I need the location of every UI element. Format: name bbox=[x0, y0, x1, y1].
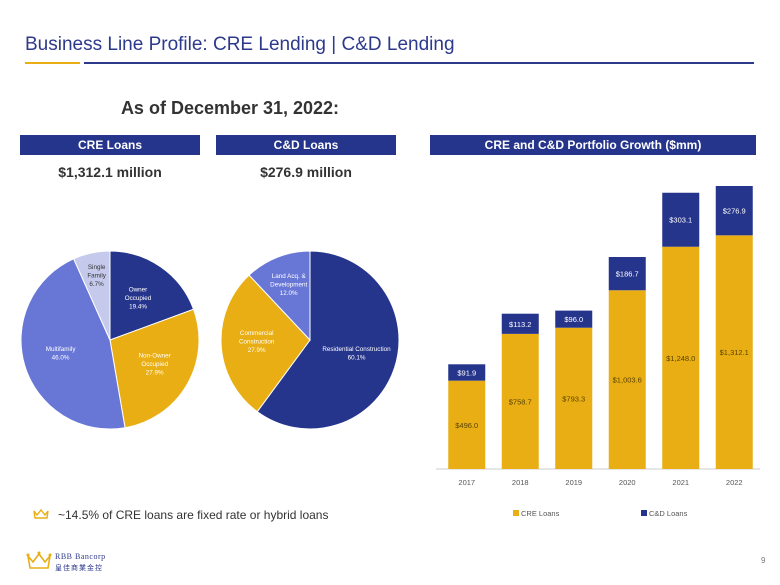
cd-loans-header: C&D Loans bbox=[216, 135, 396, 155]
cre-total-amount: $1,312.1 million bbox=[58, 164, 162, 180]
bar-label-cd-2020: $186.7 bbox=[616, 270, 639, 279]
bar-label-cd-2018: $113.2 bbox=[509, 320, 531, 329]
bar-label-cd-2017: $91.9 bbox=[457, 368, 476, 377]
x-tick-label-2017: 2017 bbox=[458, 478, 475, 487]
title-underline-rule bbox=[84, 62, 754, 64]
bar-label-cd-2022: $276.9 bbox=[723, 207, 746, 216]
bar-cd-2018 bbox=[501, 313, 539, 334]
cre-pie-slice-3 bbox=[72, 250, 111, 341]
bar-label-cre-2021: $1,248.0 bbox=[666, 354, 695, 363]
bar-cre-2017 bbox=[448, 380, 486, 469]
bar-label-cd-2021: $303.1 bbox=[669, 216, 692, 225]
logo-chinese-name: 皇佳商業金控 bbox=[55, 564, 103, 572]
bar-cd-2022 bbox=[715, 186, 753, 236]
title-accent-rule bbox=[25, 62, 80, 64]
cre-pie-slice-0 bbox=[109, 250, 195, 341]
bar-cd-2019 bbox=[555, 310, 593, 328]
bar-cd-2017 bbox=[448, 364, 486, 381]
bar-cd-2021 bbox=[662, 192, 700, 247]
crown-bullet-icon bbox=[33, 508, 49, 519]
cd-pie-slice-1 bbox=[220, 274, 311, 413]
cd-pie-slice-label-1: Commercial Construction 27.9% bbox=[239, 330, 275, 354]
page-number: 9 bbox=[761, 556, 766, 565]
bar-cre-2020 bbox=[608, 290, 646, 469]
growth-chart-header: CRE and C&D Portfolio Growth ($mm) bbox=[430, 135, 756, 155]
bar-label-cre-2018: $758.7 bbox=[509, 397, 532, 406]
x-tick-label-2020: 2020 bbox=[619, 478, 636, 487]
page-title: Business Line Profile: CRE Lending | C&D… bbox=[25, 34, 455, 55]
cre-pie-slice-label-0: Owner Occupied 19.4% bbox=[125, 286, 152, 310]
cre-pie-slice-label-1: Non-Owner Occupied 27.9% bbox=[139, 352, 171, 376]
cd-pie-slice-2 bbox=[248, 250, 311, 342]
legend-swatch-0 bbox=[513, 510, 519, 516]
fixed-rate-note: ~14.5% of CRE loans are fixed rate or hy… bbox=[58, 508, 329, 522]
cre-loans-header: CRE Loans bbox=[20, 135, 200, 155]
bar-label-cre-2022: $1,312.1 bbox=[720, 348, 749, 357]
bar-label-cre-2019: $793.3 bbox=[562, 394, 585, 403]
bar-cre-2019 bbox=[555, 327, 593, 469]
cd-pie-slice-0 bbox=[256, 250, 400, 430]
cd-pie-slice-label-0: Residential Construction 60.1% bbox=[322, 346, 391, 362]
cre-pie-slice-1 bbox=[109, 308, 200, 429]
x-tick-label-2022: 2022 bbox=[726, 478, 743, 487]
cre-pie-slice-label-3: Single Family 6.7% bbox=[87, 264, 106, 288]
cre-pie-slice-label-2: Multifamily 46.0% bbox=[46, 346, 77, 362]
bar-cre-2018 bbox=[501, 333, 539, 469]
bar-label-cre-2017: $496.0 bbox=[455, 421, 478, 430]
cre-pie-slice-2 bbox=[20, 258, 126, 430]
x-tick-label-2019: 2019 bbox=[565, 478, 582, 487]
x-tick-label-2021: 2021 bbox=[672, 478, 689, 487]
as-of-heading: As of December 31, 2022: bbox=[120, 98, 340, 118]
bar-label-cre-2020: $1,003.6 bbox=[613, 376, 642, 385]
bar-cre-2021 bbox=[662, 246, 700, 469]
x-tick-label-2018: 2018 bbox=[512, 478, 529, 487]
bar-label-cd-2019: $96.0 bbox=[564, 315, 583, 324]
legend-label-0: CRE Loans bbox=[521, 509, 560, 518]
legend-label-1: C&D Loans bbox=[649, 509, 688, 518]
logo-company-name: RBB Bancorp bbox=[55, 552, 106, 561]
cd-total-amount: $276.9 million bbox=[260, 164, 352, 180]
cd-pie-slice-label-2: Land Acq. & Development 12.0% bbox=[270, 273, 307, 297]
bar-cre-2022 bbox=[715, 235, 753, 469]
bar-cd-2020 bbox=[608, 257, 646, 291]
rbb-crown-logo-icon bbox=[26, 551, 52, 569]
legend-swatch-1 bbox=[641, 510, 647, 516]
